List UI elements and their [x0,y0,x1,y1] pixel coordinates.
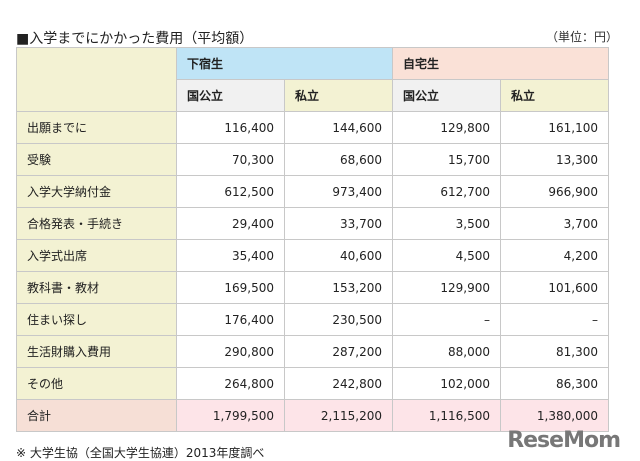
table-row: 住まい探し 176,400 230,500– – [16,303,609,336]
value-cell: 242,800 [284,367,393,400]
value-cell: 129,900 [392,271,501,304]
value-cell: – [500,303,609,336]
value-cell: 1,116,500 [392,399,501,432]
value-cell: 3,700 [500,207,609,240]
header-row-sub: 国公立 私立 国公立 私立 [17,79,609,112]
value-cell: 35,400 [176,239,285,272]
header-row-group: 下宿生 自宅生 [16,47,609,112]
row-label: 教科書・教材 [16,271,177,304]
table-row: その他 264,800 242,800 102,000 86,300 [16,367,609,400]
row-label: 入学大学納付金 [16,175,177,208]
table-row: 生活財購入費用 290,800 287,200 88,000 81,300 [16,335,609,368]
table-row: 合計 1,799,500 2,115,200 1,116,500 1,380,000 [16,399,609,432]
row-label: 出願までに [16,111,177,144]
source-note: ※ 大学生協（全国大学生協連）2013年度調べ [16,446,265,460]
value-cell: 287,200 [284,335,393,368]
table-row: 入学式出席 35,400 40,600 4,500 4,200 [16,239,609,272]
value-cell: 13,300 [500,143,609,176]
value-cell: 264,800 [176,367,285,400]
value-cell: 33,700 [284,207,393,240]
value-cell: 68,600 [284,143,393,176]
value-cell: 15,700 [392,143,501,176]
row-label: その他 [16,367,177,400]
value-cell: 1,380,000 [500,399,609,432]
value-cell: 966,900 [500,175,609,208]
header-private: 私立 [284,79,393,112]
header-national-public: 国公立 [176,79,285,112]
row-label: 住まい探し [16,303,177,336]
value-cell: 102,000 [392,367,501,400]
row-label: 受験 [16,143,177,176]
value-cell: 70,300 [176,143,285,176]
cost-table: 下宿生 自宅生 国公立 私立 国公立 私立 出願までに 116,400 144,60… [16,47,609,432]
unit-label: （単位：円） [545,30,618,44]
table-row: 合格発表・手続き 29,400 33,700 3,500 3,700 [16,207,609,240]
header-boarding: 下宿生 [176,47,393,80]
resemom-logo: ReseMom [507,428,621,453]
value-cell: 161,100 [500,111,609,144]
value-cell: 1,799,500 [176,399,285,432]
table-title: ■入学までにかかった費用（平均額） [16,31,254,47]
header-national-public: 国公立 [392,79,501,112]
value-cell: 230,500 [284,303,393,336]
value-cell: 2,115,200 [284,399,393,432]
header-home: 自宅生 [392,47,609,80]
value-cell: 612,700 [392,175,501,208]
value-cell: 973,400 [284,175,393,208]
value-cell: 86,300 [500,367,609,400]
value-cell: 612,500 [176,175,285,208]
header-empty-cell [16,47,177,112]
row-label: 合計 [16,399,177,432]
value-cell: 88,000 [392,335,501,368]
value-cell: 116,400 [176,111,285,144]
table-row: 受験 70,300 68,600 15,700 13,300 [16,143,609,176]
header-private: 私立 [500,79,609,112]
row-label: 生活財購入費用 [16,335,177,368]
row-label: 入学式出席 [16,239,177,272]
value-cell: 29,400 [176,207,285,240]
table-row: 教科書・教材 169,500 153,200 129,900 101,600 [16,271,609,304]
value-cell: 4,200 [500,239,609,272]
value-cell: 81,300 [500,335,609,368]
value-cell: – [392,303,501,336]
value-cell: 3,500 [392,207,501,240]
value-cell: 176,400 [176,303,285,336]
value-cell: 153,200 [284,271,393,304]
value-cell: 4,500 [392,239,501,272]
table-row: 入学大学納付金 612,500 973,400 612,700 966,900 [16,175,609,208]
value-cell: 290,800 [176,335,285,368]
value-cell: 169,500 [176,271,285,304]
value-cell: 129,800 [392,111,501,144]
value-cell: 144,600 [284,111,393,144]
table-row: 出願までに 116,400 144,600 129,800 161,100 [16,111,609,144]
value-cell: 40,600 [284,239,393,272]
value-cell: 101,600 [500,271,609,304]
row-label: 合格発表・手続き [16,207,177,240]
